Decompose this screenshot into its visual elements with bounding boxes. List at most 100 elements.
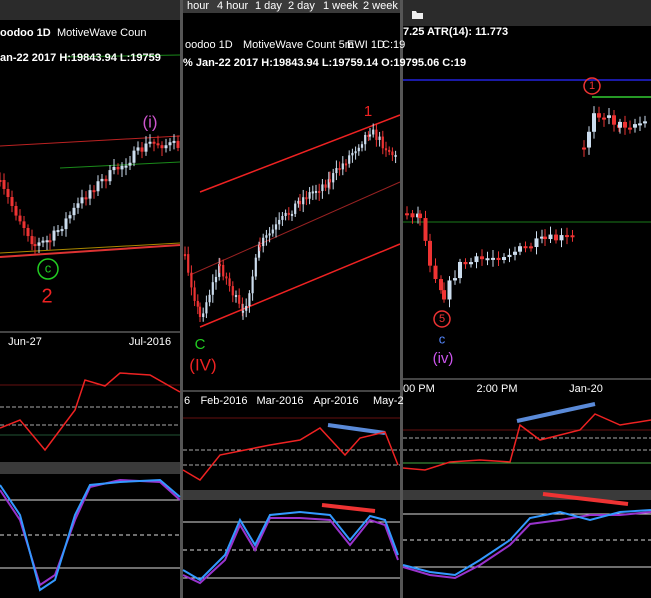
candle: [265, 235, 268, 238]
candle: [76, 203, 80, 208]
candle: [442, 290, 446, 300]
candle: [328, 179, 332, 183]
candle: [298, 200, 302, 205]
tab[interactable]: 1 week: [323, 0, 358, 12]
candle: [607, 115, 611, 118]
wave-label: (iv): [433, 350, 454, 367]
candle: [238, 295, 241, 304]
wave-label: 1: [364, 103, 372, 120]
candle: [344, 163, 348, 166]
wave-label: (IV): [189, 355, 216, 374]
folder-icon[interactable]: [412, 11, 423, 19]
candle: [148, 141, 152, 144]
candle: [262, 237, 265, 247]
candle: [354, 151, 357, 154]
candle: [548, 234, 553, 240]
candle: [318, 190, 321, 193]
candle: [623, 121, 627, 128]
x-label: 6: [184, 395, 190, 407]
candle: [540, 236, 544, 239]
indicator-line: [402, 413, 651, 471]
candle: [124, 165, 128, 168]
annotation: [542, 492, 629, 506]
indicator-line: [182, 517, 399, 585]
candle: [469, 262, 473, 265]
candle: [218, 264, 222, 267]
candle: [335, 168, 338, 174]
candle: [68, 215, 72, 219]
candle: [559, 235, 564, 241]
candle: [241, 310, 245, 313]
candle: [80, 197, 84, 204]
tab[interactable]: 2 week: [363, 0, 398, 12]
candle: [308, 192, 311, 199]
x-label: Apr-2016: [313, 395, 358, 407]
candle: [196, 300, 199, 307]
candle: [14, 205, 18, 216]
pane-divider: [403, 490, 651, 500]
tab[interactable]: 4 hour: [217, 0, 249, 12]
x-label: Jul-2016: [129, 336, 171, 348]
candle: [41, 240, 45, 243]
candle: [257, 245, 261, 258]
candle: [254, 257, 257, 277]
candle: [321, 184, 324, 192]
candle: [241, 303, 244, 312]
candle: [33, 244, 37, 247]
candle: [234, 295, 238, 298]
info: 7.25 ATR(14): 11.773: [403, 26, 508, 38]
candle: [381, 136, 384, 149]
candle: [48, 240, 52, 243]
candle: [100, 178, 104, 182]
candle: [428, 240, 432, 266]
candle: [205, 302, 208, 314]
candle: [314, 190, 318, 193]
candle: [88, 190, 92, 199]
candle: [513, 251, 517, 255]
line: [0, 242, 181, 254]
candle: [37, 242, 41, 246]
wave-label: c: [45, 260, 52, 275]
candle: [208, 294, 211, 303]
candle: [140, 147, 144, 152]
candle: [302, 197, 305, 205]
candle: [348, 155, 351, 164]
header: C:19: [382, 39, 405, 51]
candle: [198, 306, 202, 317]
tab[interactable]: 1 day: [255, 0, 282, 12]
candle: [2, 180, 6, 189]
tab[interactable]: hour: [187, 0, 209, 12]
candle: [30, 236, 34, 245]
candle: [284, 212, 287, 217]
candle: [144, 143, 148, 152]
candle: [176, 140, 180, 148]
wave-circle: [37, 258, 59, 280]
candle: [64, 218, 68, 230]
candle: [543, 236, 547, 240]
wave-label: c: [439, 331, 446, 346]
channel: [199, 114, 401, 193]
candle: [6, 188, 10, 198]
candle: [565, 235, 569, 238]
candle: [474, 256, 479, 263]
candle: [391, 151, 394, 156]
candle: [633, 124, 637, 128]
candle: [172, 140, 176, 143]
candle: [305, 197, 308, 200]
candle: [245, 305, 248, 311]
candle: [638, 123, 642, 126]
candle: [388, 149, 391, 152]
candle: [271, 229, 274, 234]
candle: [136, 147, 140, 151]
tab[interactable]: 2 day: [288, 0, 315, 12]
candle: [164, 145, 168, 149]
candle: [570, 235, 575, 238]
candle: [338, 168, 341, 171]
candle: [602, 117, 606, 120]
candle: [228, 278, 231, 287]
candle: [274, 224, 278, 230]
candle: [10, 197, 14, 206]
x-label: Mar-2016: [256, 395, 303, 407]
candle: [183, 254, 187, 257]
